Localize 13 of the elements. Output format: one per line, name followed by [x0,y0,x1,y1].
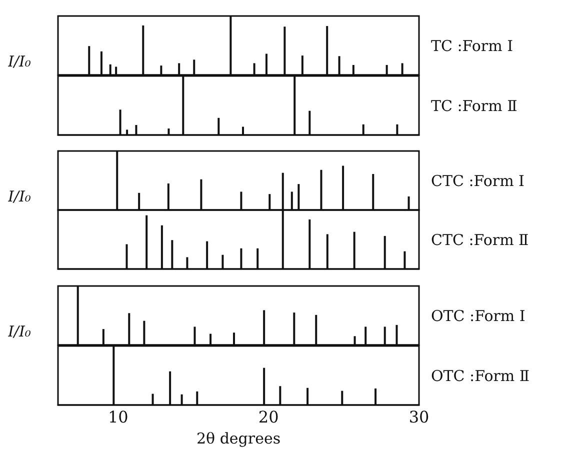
text: TC :Form Ⅱ [431,97,518,115]
x-tick-label: 30 [408,408,430,426]
x-tick-label: 20 [258,408,279,426]
series-label: TC :Form Ⅰ [431,37,514,55]
x-axis-title: 2θ degrees [196,430,281,448]
series-label: CTC :Form Ⅰ [431,172,525,190]
x-tick-label: 10 [108,408,128,426]
y-axis-title: I/I₀ [7,188,31,206]
y-axis-title: I/I₀ [7,52,31,70]
text: OTC :Form Ⅱ [431,367,530,385]
text: OTC :Form Ⅰ [431,307,526,325]
y-axis-title: I/I₀ [7,322,31,340]
series-label: CTC :Form Ⅱ [431,231,529,249]
